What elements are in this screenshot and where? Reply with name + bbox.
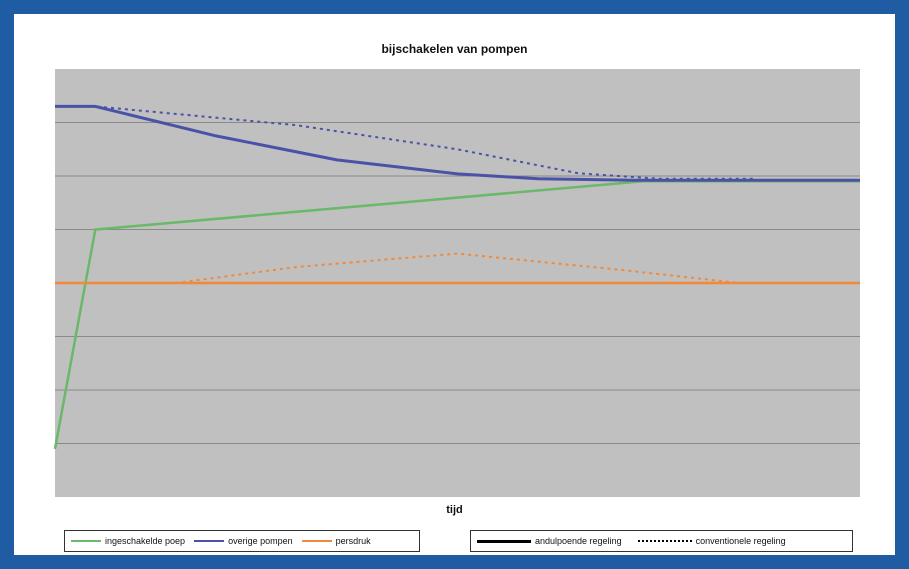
legend-label: andulpoende regeling xyxy=(535,536,622,546)
legend-label: persdruk xyxy=(335,536,371,546)
chart-title: bijschakelen van pompen xyxy=(381,42,528,56)
legend-item: persdruk xyxy=(301,536,371,546)
x-axis-label: tijd xyxy=(446,504,463,516)
chart-frame: bijschakelen van pompen tijd ingeschakel… xyxy=(14,14,895,555)
series-line-4 xyxy=(175,252,740,284)
legend-label: conventionele regeling xyxy=(695,536,786,546)
legend-series: ingeschakelde poep overige pompen persdr… xyxy=(64,530,420,552)
legend-item: ingeschakelde poep xyxy=(71,536,185,546)
legend-item: conventionele regeling xyxy=(637,536,786,546)
legend-swatch xyxy=(477,539,531,543)
legend-label: ingeschakelde poep xyxy=(105,536,186,546)
plot-area xyxy=(53,69,860,497)
legend-swatch xyxy=(637,540,692,542)
legend-item: overige pompen xyxy=(194,536,293,546)
legend-swatch xyxy=(71,540,101,542)
series-line-1 xyxy=(55,104,860,182)
legend-label: overige pompen xyxy=(228,536,293,546)
legend-regulation: andulpoende regeling conventionele regel… xyxy=(470,530,853,552)
legend-item: andulpoende regeling xyxy=(477,536,622,546)
series-line-2 xyxy=(55,105,756,180)
legend-swatch xyxy=(194,540,225,542)
legend-swatch xyxy=(301,540,332,542)
